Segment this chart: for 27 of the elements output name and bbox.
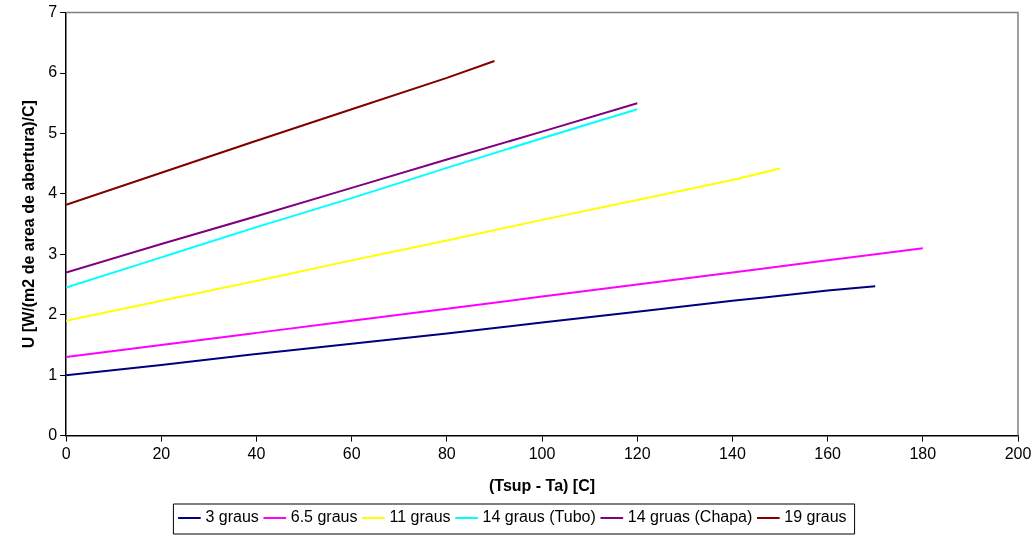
x-tick-label: 180 xyxy=(909,444,937,462)
y-tick-label: 4 xyxy=(48,184,58,202)
y-tick-label: 5 xyxy=(48,123,58,141)
y-tick-label: 3 xyxy=(48,244,58,262)
y-axis-title: U [W/(m2 de area de abertura)/C] xyxy=(20,100,38,349)
legend-label: 3 graus xyxy=(205,508,259,526)
legend-label: 19 graus xyxy=(784,508,847,526)
y-tick-label: 0 xyxy=(48,426,58,444)
x-tick-label: 60 xyxy=(342,444,361,462)
y-tick-label: 2 xyxy=(48,305,58,323)
y-tick-label: 6 xyxy=(48,63,58,81)
y-tick-label: 1 xyxy=(48,365,58,383)
legend-label: 14 gruas (Chapa) xyxy=(627,508,753,526)
x-tick-label: 20 xyxy=(152,444,171,462)
x-tick-label: 40 xyxy=(247,444,266,462)
y-tick-label: 7 xyxy=(48,3,58,21)
x-tick-label: 160 xyxy=(814,444,842,462)
x-tick-label: 120 xyxy=(623,444,651,462)
x-axis-title: (Tsup - Ta) [C] xyxy=(489,476,596,494)
x-tick-label: 200 xyxy=(1004,444,1032,462)
x-tick-label: 80 xyxy=(437,444,456,462)
x-tick-label: 0 xyxy=(61,444,71,462)
legend-label: 14 graus (Tubo) xyxy=(482,508,596,526)
legend-label: 6.5 graus xyxy=(290,508,358,526)
legend-label: 11 graus xyxy=(389,508,451,526)
x-tick-label: 100 xyxy=(528,444,556,462)
x-tick-label: 140 xyxy=(719,444,746,462)
